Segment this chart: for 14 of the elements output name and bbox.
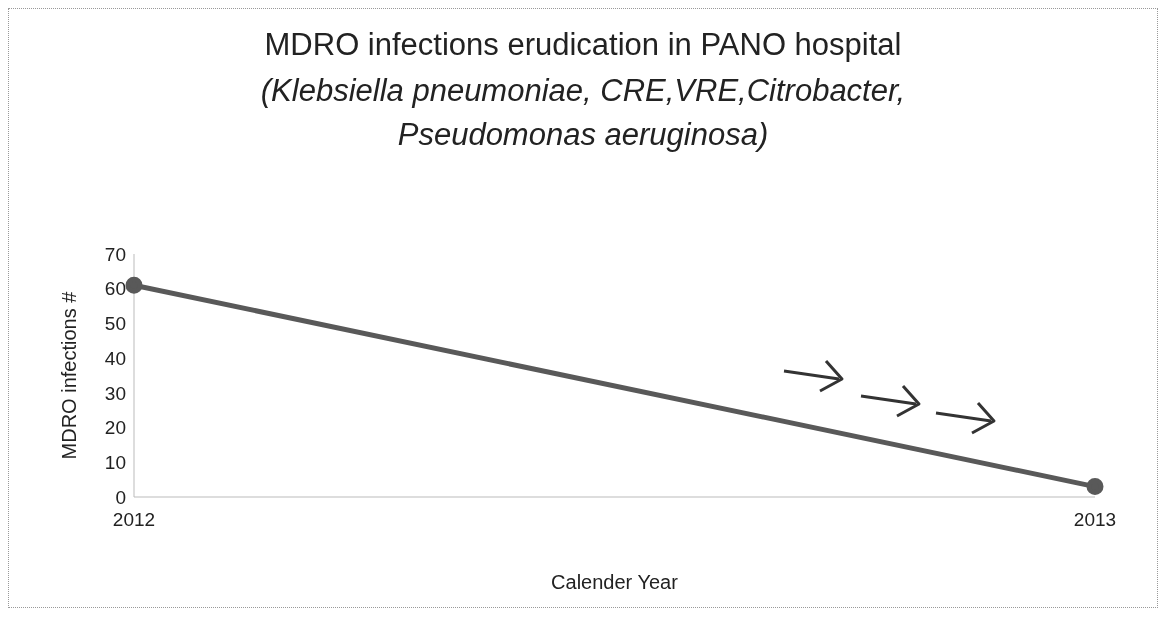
y-tick-label: 70 (104, 243, 126, 265)
y-axis-title: MDRO infections # (58, 290, 81, 460)
y-tick-label: 40 (104, 347, 126, 369)
x-tick-label: 2013 (1073, 509, 1117, 531)
x-axis-title: Calender Year (551, 571, 679, 593)
y-tick-label: 10 (104, 452, 126, 474)
chart-subtitle: (Klebsiella pneumoniae, CRE,VRE,Citrobacter, Pseudomonas aeruginosa) (259, 72, 907, 154)
y-tick-label: 20 (104, 417, 126, 439)
y-tick-label: 60 (104, 278, 126, 300)
y-tick-label: 30 (104, 382, 126, 404)
chart-title: MDRO infections erudication in PANO hospital (263, 26, 903, 63)
y-tick-label: 50 (104, 313, 126, 335)
y-tick-label: 0 (115, 486, 126, 508)
x-tick-label: 2012 (112, 509, 156, 531)
